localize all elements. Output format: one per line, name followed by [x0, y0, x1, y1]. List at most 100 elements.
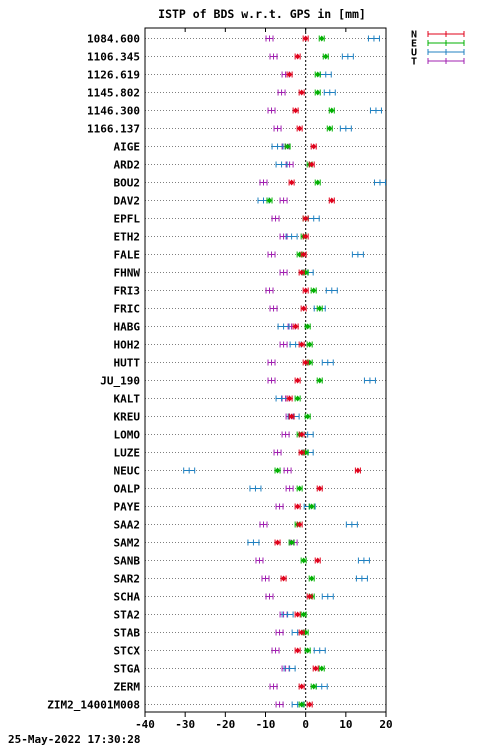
mark-e-1084.600 — [318, 35, 325, 42]
station-label: JU_190 — [100, 375, 140, 388]
mark-n-1166.137 — [296, 125, 303, 132]
mark-t-stcx — [271, 647, 280, 654]
mark-n-1126.619 — [286, 71, 293, 78]
mark-u-1166.137 — [339, 125, 352, 132]
mark-t-ju_190 — [267, 377, 276, 384]
mark-n-stga — [312, 665, 319, 672]
station-label: FRIC — [114, 303, 141, 316]
mark-t-stab — [275, 629, 284, 636]
mark-u-1145.802 — [323, 89, 336, 96]
mark-e-aige — [284, 143, 291, 150]
mark-t-fhnw — [279, 269, 288, 276]
mark-t-1146.300 — [267, 107, 276, 114]
mark-u-fri3 — [325, 287, 338, 294]
mark-u-aige — [271, 143, 284, 150]
station-label: 1106.345 — [87, 51, 140, 64]
x-tick-label: -30 — [175, 718, 195, 731]
station-label: KREU — [114, 411, 141, 424]
mark-e-ju_190 — [316, 377, 323, 384]
mark-n-aige — [310, 143, 317, 150]
mark-t-fri3 — [265, 287, 274, 294]
mark-u-saa2 — [345, 521, 358, 528]
mark-e-1106.345 — [322, 53, 329, 60]
station-label: HABG — [114, 321, 141, 334]
mark-t-1145.802 — [277, 89, 286, 96]
mark-n-lomo — [298, 431, 305, 438]
mark-t-luze — [273, 449, 282, 456]
station-label: SCHA — [114, 591, 141, 604]
station-label: SAA2 — [114, 519, 141, 532]
footer-timestamp: 25-May-2022 17:30:28 — [8, 733, 140, 746]
station-label: LOMO — [114, 429, 141, 442]
mark-n-sar2 — [280, 575, 287, 582]
mark-e-neuc — [274, 467, 281, 474]
mark-e-paye — [308, 503, 315, 510]
mark-u-habg — [277, 323, 290, 330]
mark-u-1084.600 — [367, 35, 380, 42]
mark-e-sar2 — [308, 575, 315, 582]
legend-label: U — [411, 48, 417, 59]
mark-n-neuc — [354, 467, 361, 474]
mark-n-fric — [300, 305, 307, 312]
station-label: 1146.300 — [87, 105, 140, 118]
mark-t-1166.137 — [273, 125, 282, 132]
station-label: STGA — [114, 663, 141, 676]
mark-u-fale — [351, 251, 364, 258]
station-label: 1084.600 — [87, 33, 140, 46]
legend-entry-t: T — [411, 57, 465, 68]
mark-t-lomo — [281, 431, 290, 438]
mark-n-1106.345 — [294, 53, 301, 60]
mark-n-habg — [292, 323, 299, 330]
station-label: AIGE — [114, 141, 141, 154]
mark-u-ju_190 — [363, 377, 376, 384]
mark-e-fri3 — [310, 287, 317, 294]
station-label: OALP — [114, 483, 141, 496]
mark-t-zerm — [269, 683, 278, 690]
mark-u-stcx — [313, 647, 326, 654]
x-tick-label: -10 — [256, 718, 276, 731]
mark-u-sanb — [357, 557, 370, 564]
mark-n-paye — [294, 503, 301, 510]
legend-label: N — [411, 30, 417, 41]
station-label: NEUC — [114, 465, 141, 478]
mark-e-stga — [318, 665, 325, 672]
mark-n-zim2_14001m008 — [306, 701, 313, 708]
mark-t-oalp — [285, 485, 294, 492]
mark-e-sta2 — [300, 611, 307, 618]
mark-t-sar2 — [261, 575, 270, 582]
mark-e-sanb — [300, 557, 307, 564]
mark-u-sta2 — [281, 611, 294, 618]
mark-e-1146.300 — [328, 107, 335, 114]
mark-u-oalp — [249, 485, 262, 492]
chart-title: ISTP of BDS w.r.t. GPS in [mm] — [158, 7, 366, 21]
mark-u-zerm — [315, 683, 328, 690]
mark-e-stcx — [304, 647, 311, 654]
mark-n-sta2 — [294, 611, 301, 618]
mark-t-scha — [265, 593, 274, 600]
mark-u-ard2 — [275, 161, 288, 168]
station-label: STA2 — [114, 609, 141, 622]
mark-n-zerm — [298, 683, 305, 690]
mark-u-epfl — [307, 215, 320, 222]
mark-t-neuc — [283, 467, 292, 474]
station-label: BOU2 — [114, 177, 141, 190]
station-label: SANB — [114, 555, 141, 568]
mark-u-1106.345 — [341, 53, 354, 60]
mark-n-luze — [298, 449, 305, 456]
legend-label: T — [411, 57, 417, 68]
legend-entry-n: N — [411, 30, 465, 41]
station-label: LUZE — [114, 447, 141, 460]
station-label: 1145.802 — [87, 87, 140, 100]
mark-n-1084.600 — [302, 35, 309, 42]
mark-n-saa2 — [296, 521, 303, 528]
mark-t-paye — [275, 503, 284, 510]
station-label: STCX — [114, 645, 141, 658]
mark-e-1126.619 — [314, 71, 321, 78]
x-tick-label: 10 — [339, 718, 352, 731]
mark-u-neuc — [183, 467, 196, 474]
mark-n-ju_190 — [294, 377, 301, 384]
station-labels: 1084.600 1106.345 1126.619 1145.802 1146.300… — [47, 33, 140, 712]
station-label: EPFL — [114, 213, 141, 226]
station-label: 1166.137 — [87, 123, 140, 136]
